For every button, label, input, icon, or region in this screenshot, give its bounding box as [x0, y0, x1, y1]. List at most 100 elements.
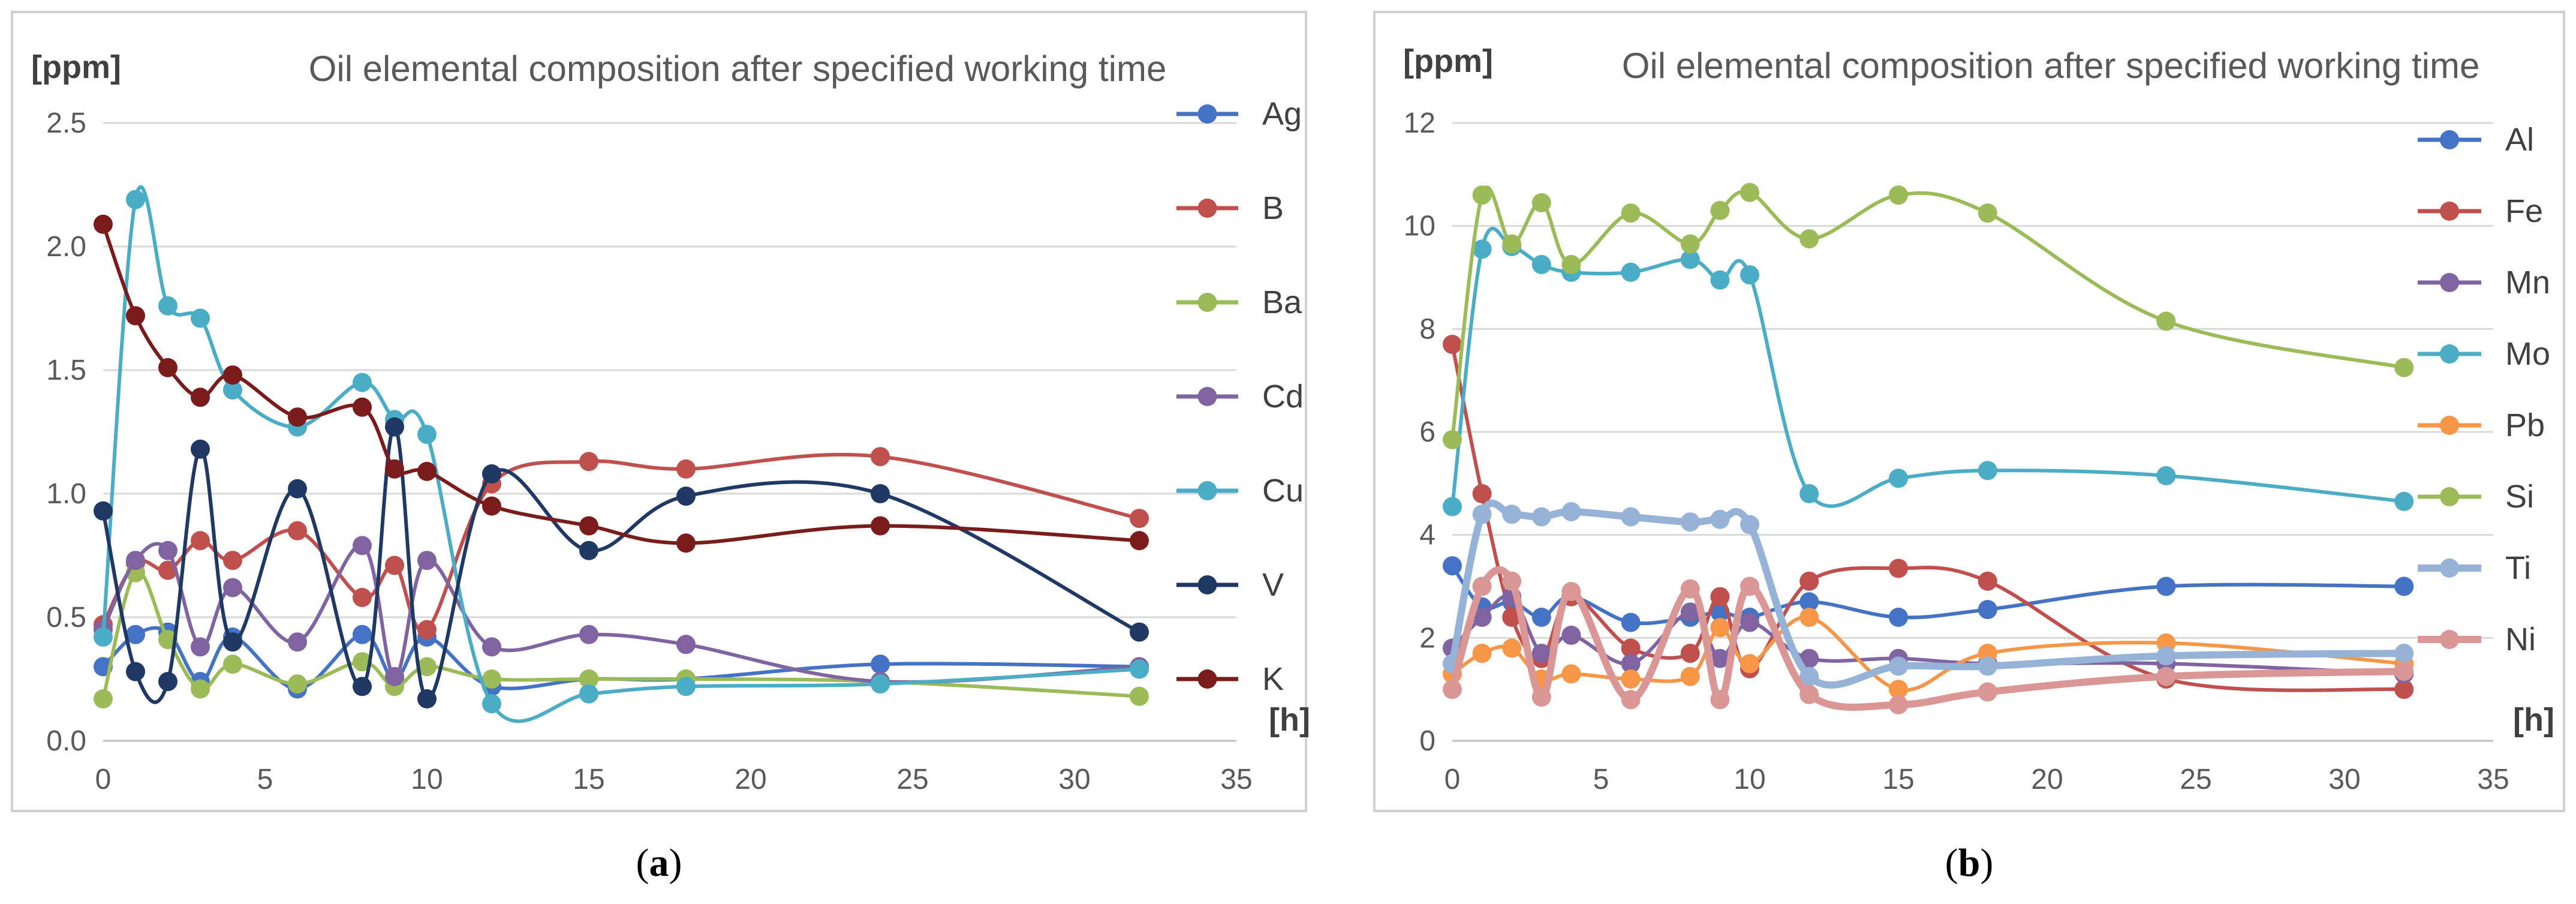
data-point — [288, 632, 307, 652]
legend-item-mn: Mn — [2418, 265, 2550, 301]
data-point — [2156, 576, 2176, 596]
data-point — [353, 677, 372, 696]
data-point — [1799, 648, 1819, 668]
data-point — [1889, 185, 1908, 205]
data-point — [579, 669, 598, 689]
data-point — [871, 447, 890, 467]
data-point — [1130, 659, 1149, 679]
data-point — [158, 296, 177, 316]
legend-marker — [1197, 669, 1217, 689]
caption-letter: a — [649, 841, 669, 885]
data-point — [1472, 608, 1492, 627]
data-point — [579, 516, 598, 536]
data-point — [676, 533, 696, 553]
legend-marker — [2440, 558, 2459, 578]
data-point — [1710, 200, 1730, 220]
series-si — [1443, 182, 2414, 449]
data-point — [385, 666, 404, 686]
legend-label: Si — [2505, 479, 2534, 515]
legend-marker — [2440, 273, 2459, 292]
data-point — [1472, 185, 1492, 205]
caption: (b) — [1945, 841, 1994, 885]
data-point — [1621, 507, 1641, 527]
data-point — [1889, 558, 1908, 578]
caption-paren-open: ( — [1945, 841, 1958, 885]
y-tick-label: 10 — [1404, 211, 1436, 242]
data-point — [191, 637, 210, 657]
x-tick-label: 25 — [2180, 764, 2211, 795]
caption-paren-close: ) — [669, 841, 682, 885]
legend-item-ni: Ni — [2418, 621, 2536, 657]
data-point — [1799, 229, 1819, 249]
legend-label: Ti — [2505, 550, 2531, 586]
data-point — [1561, 582, 1581, 602]
y-tick-label: 2.5 — [46, 107, 86, 139]
data-point — [1621, 654, 1641, 674]
data-point — [353, 588, 372, 607]
legend-marker — [2440, 416, 2459, 435]
data-point — [2156, 311, 2176, 331]
data-point — [353, 397, 372, 417]
legend-label: V — [1262, 567, 1284, 603]
data-point — [1680, 234, 1700, 254]
legend-item-si: Si — [2418, 479, 2534, 515]
legend-label: Ag — [1262, 96, 1302, 132]
data-point — [676, 486, 696, 506]
data-point — [94, 501, 113, 521]
data-point — [1130, 622, 1149, 642]
y-tick-label: 0.0 — [46, 725, 86, 757]
series-line — [1450, 185, 2406, 442]
data-point — [417, 620, 437, 639]
data-point — [223, 578, 242, 597]
data-point — [158, 358, 177, 377]
data-point — [1472, 484, 1492, 503]
data-point — [223, 654, 242, 674]
y-tick-label: 8 — [1419, 313, 1436, 345]
x-tick-label: 20 — [735, 764, 766, 795]
data-point — [579, 540, 598, 560]
data-point — [353, 624, 372, 644]
legend-label: Mo — [2505, 336, 2550, 372]
data-point — [1710, 618, 1730, 638]
x-tick-label: 35 — [1220, 764, 1252, 795]
series-ni — [1443, 566, 2414, 714]
legend-label: K — [1262, 661, 1284, 697]
data-point — [482, 496, 501, 516]
data-point — [1621, 612, 1641, 632]
data-point — [1561, 664, 1581, 684]
data-point — [1130, 686, 1149, 706]
series-line — [1449, 566, 2408, 711]
data-point — [1799, 571, 1819, 591]
data-point — [1502, 234, 1522, 254]
data-point — [1130, 509, 1149, 528]
data-point — [1502, 571, 1522, 591]
data-point — [1561, 502, 1581, 521]
data-point — [1621, 690, 1641, 710]
data-point — [1621, 638, 1641, 658]
data-point — [223, 551, 242, 570]
legend-label: Pb — [2505, 407, 2545, 443]
data-point — [1740, 182, 1759, 202]
x-tick-label: 20 — [2031, 764, 2063, 795]
data-point — [191, 679, 210, 699]
data-point — [1978, 203, 1997, 223]
legend-label: Al — [2505, 122, 2534, 158]
data-point — [385, 555, 404, 575]
data-point — [94, 214, 113, 234]
data-point — [417, 657, 437, 677]
data-point — [1443, 430, 1462, 449]
data-point — [1710, 587, 1730, 606]
data-point — [1502, 504, 1522, 524]
legend-item-mo: Mo — [2418, 336, 2550, 372]
data-point — [353, 652, 372, 672]
data-point — [126, 190, 145, 209]
data-point — [1978, 461, 1997, 480]
legend-marker — [1197, 575, 1217, 594]
data-point — [1443, 680, 1462, 699]
data-point — [1680, 602, 1700, 622]
data-point — [191, 388, 210, 407]
data-point — [1621, 262, 1641, 282]
x-tick-label: 25 — [896, 764, 928, 795]
legend-item-b: B — [1176, 190, 1284, 226]
data-point — [1740, 515, 1759, 534]
